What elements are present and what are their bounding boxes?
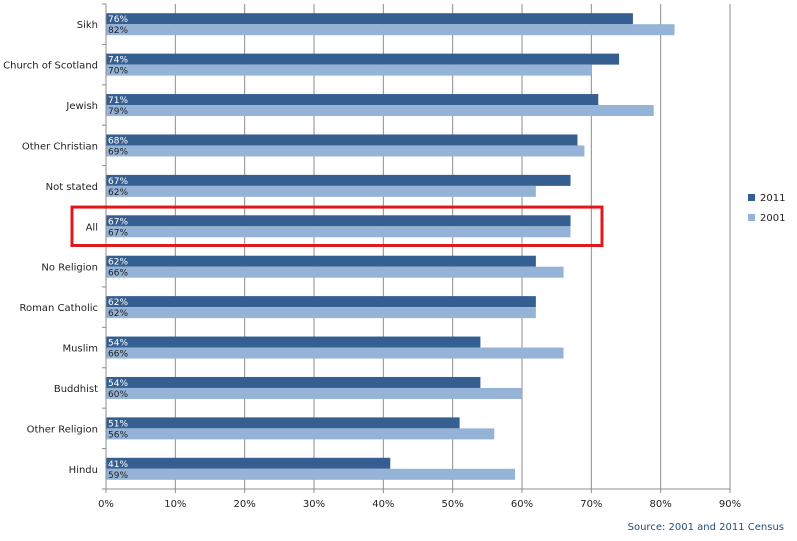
source-note: Source: 2001 and 2011 Census <box>628 522 784 533</box>
data-label: 54% <box>108 379 128 389</box>
x-tick-label: 60% <box>511 499 533 510</box>
bar-2011 <box>106 134 578 146</box>
bar-2001 <box>106 347 564 359</box>
data-label: 59% <box>108 471 128 481</box>
legend-swatch <box>748 214 755 221</box>
bar-2001 <box>106 468 516 480</box>
data-label: 62% <box>108 188 128 198</box>
legend-label: 2001 <box>760 213 785 224</box>
bar-2011 <box>106 376 481 388</box>
bar-2001 <box>106 266 564 278</box>
category-label: Roman Catholic <box>19 303 98 314</box>
legend-swatch <box>748 194 755 201</box>
category-label: Other Religion <box>27 424 98 435</box>
x-tick-label: 30% <box>303 499 325 510</box>
data-label: 70% <box>108 67 128 77</box>
bar-2001 <box>106 226 571 238</box>
category-label: Other Christian <box>22 141 98 152</box>
bars: 76%82%74%70%71%79%68%69%67%62%67%67%62%6… <box>106 13 675 481</box>
category-label: Not stated <box>46 182 98 193</box>
data-label: 56% <box>108 430 128 440</box>
data-label: 69% <box>108 147 128 157</box>
x-tick-label: 70% <box>580 499 602 510</box>
bar-2011 <box>106 417 460 429</box>
bar-2001 <box>106 24 675 36</box>
x-tick-label: 40% <box>372 499 394 510</box>
bar-2001 <box>106 145 585 157</box>
bar-2011 <box>106 53 620 65</box>
data-label: 76% <box>108 15 128 25</box>
bar-2011 <box>106 13 633 25</box>
category-label: Church of Scotland <box>3 61 98 72</box>
category-label: All <box>86 222 98 233</box>
bar-2001 <box>106 428 495 440</box>
data-label: 74% <box>108 56 128 66</box>
bar-2001 <box>106 185 536 197</box>
data-label: 62% <box>108 258 128 268</box>
bar-2011 <box>106 215 571 227</box>
bar-2001 <box>106 64 592 76</box>
x-tick-label: 20% <box>234 499 256 510</box>
data-label: 54% <box>108 339 128 349</box>
bar-2001 <box>106 307 536 319</box>
bar-2011 <box>106 255 536 267</box>
bar-2011 <box>106 296 536 308</box>
bar-2011 <box>106 174 571 186</box>
x-tick-label: 0% <box>98 499 114 510</box>
data-label: 66% <box>108 269 128 279</box>
data-label: 79% <box>108 107 128 117</box>
data-label: 67% <box>108 177 128 187</box>
legend: 2011 2001 <box>748 193 785 224</box>
x-tick-label: 10% <box>164 499 186 510</box>
category-label: Sikh <box>77 20 98 31</box>
data-label: 62% <box>108 298 128 308</box>
data-label: 67% <box>108 228 128 238</box>
bar-2011 <box>106 336 481 348</box>
data-label: 66% <box>108 350 128 360</box>
category-labels: Sikh Church of Scotland Jewish Other Christ… <box>3 20 98 476</box>
data-label: 51% <box>108 419 128 429</box>
x-tick-label: 50% <box>442 499 464 510</box>
x-tick-label: 90% <box>719 499 741 510</box>
data-label: 41% <box>108 460 128 470</box>
bar-2011 <box>106 94 599 106</box>
data-label: 71% <box>108 96 128 106</box>
data-label: 62% <box>108 309 128 319</box>
highlight-box-all <box>70 205 604 247</box>
category-label: Muslim <box>63 344 98 355</box>
category-label: Hindu <box>69 465 98 476</box>
category-label: Buddhist <box>54 384 98 395</box>
category-label: No Religion <box>41 263 98 274</box>
x-axis-tick-labels: 0% 10% 20% 30% 40% 50% 60% 70% 80% 90% <box>98 489 741 510</box>
data-label: 67% <box>108 217 128 227</box>
x-tick-label: 80% <box>650 499 672 510</box>
data-label: 82% <box>108 26 128 36</box>
category-label: Jewish <box>65 101 98 112</box>
bar-2001 <box>106 105 654 117</box>
data-label: 60% <box>108 390 128 400</box>
data-label: 68% <box>108 136 128 146</box>
bar-2001 <box>106 387 522 399</box>
bar-2011 <box>106 457 391 469</box>
legend-label: 2011 <box>760 193 785 204</box>
